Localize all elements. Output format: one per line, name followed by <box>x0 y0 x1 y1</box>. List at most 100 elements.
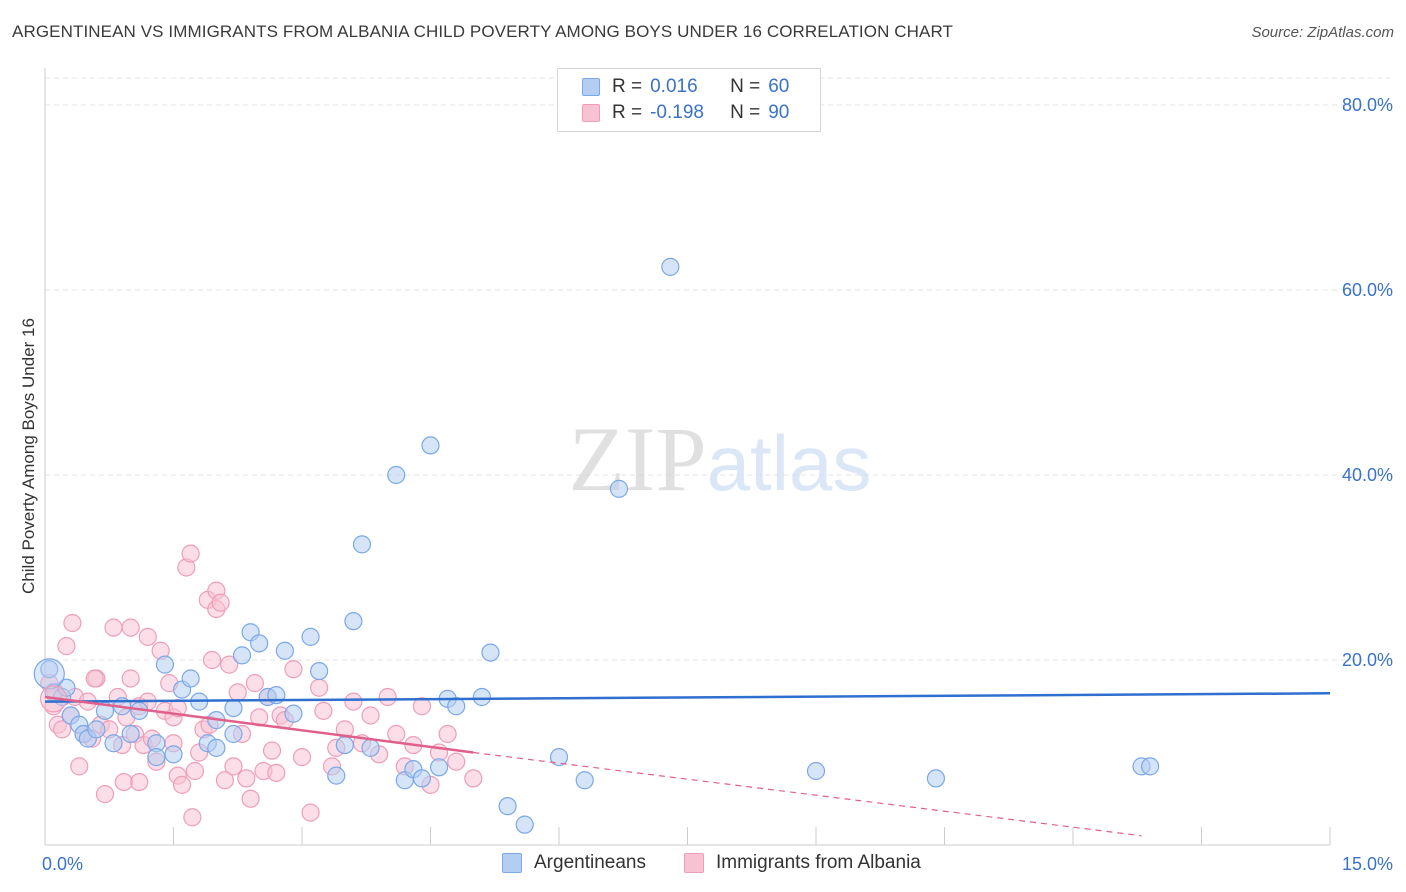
albania-point-42 <box>185 761 205 781</box>
argentinean-point-33 <box>301 627 320 646</box>
albania-point-20 <box>114 772 133 792</box>
argentinean-point-49 <box>481 643 500 662</box>
argentinean-point-34 <box>310 661 329 681</box>
legend-swatch-argentineans <box>582 78 600 96</box>
albania-point-47 <box>202 650 222 670</box>
argentinean-point-57 <box>926 769 946 788</box>
argentinean-trend-line <box>44 692 1331 703</box>
albania-point-62 <box>262 741 282 760</box>
argentinean-point-cluster <box>33 658 65 690</box>
argentinean-point-35 <box>327 766 346 785</box>
chart-title: ARGENTINEAN VS IMMIGRANTS FROM ALBANIA C… <box>12 22 954 41</box>
chart-source: Source: ZipAtlas.com <box>1251 24 1394 41</box>
albania-point-51 <box>215 771 234 790</box>
albania-point-23 <box>121 669 140 688</box>
argentinean-point-28 <box>250 634 269 653</box>
albania-point-76 <box>361 706 380 725</box>
argentinean-point-36 <box>335 735 354 755</box>
albania-point-25 <box>130 772 149 792</box>
albania-point-70 <box>314 701 333 720</box>
albania-point-85 <box>438 724 457 744</box>
legend-row-argentineans: R = 0.016 N = 60 <box>582 75 789 99</box>
watermark-zip: ZIP <box>569 408 707 510</box>
albania-point-28 <box>138 627 157 646</box>
argentinean-point-51 <box>515 815 534 834</box>
argentinean-point-56 <box>806 761 826 781</box>
argentinean-point-52 <box>549 748 569 767</box>
trend-lines <box>44 692 1331 837</box>
y-tick-label-2: 60.0% <box>1342 280 1393 300</box>
stats-legend: R = 0.016 N = 60 R = -0.198 N = 90 <box>557 68 821 132</box>
argentinean-point-37 <box>344 612 363 631</box>
albania-point-50 <box>211 593 230 612</box>
argentinean-point-43 <box>412 769 432 788</box>
argentinean-point-48 <box>472 687 491 707</box>
argentinean-point-55 <box>661 257 680 276</box>
albania-point-67 <box>292 748 312 767</box>
albania-point-15 <box>95 785 115 804</box>
argentinean-point-47 <box>447 697 466 716</box>
legend-n-label: N = <box>730 76 761 97</box>
argentinean-point-39 <box>361 738 380 757</box>
argentinean-point-26 <box>232 646 252 665</box>
albania-point-54 <box>228 683 247 702</box>
legend-item-albania[interactable]: Immigrants from Albania <box>684 852 921 874</box>
legend-r-label: R = <box>612 76 643 97</box>
argentinean-point-25 <box>224 724 243 744</box>
argentinean-point-44 <box>421 436 440 455</box>
albania-point-58 <box>245 674 264 693</box>
y-tick-label-0: 20.0% <box>1342 650 1393 670</box>
argentinean-point-45 <box>429 758 449 777</box>
albania-point-89 <box>85 669 104 688</box>
tick-labels: 20.0% 40.0% 60.0% 80.0% 0.0% 15.0% <box>42 95 1393 874</box>
albania-trend-line <box>44 695 474 754</box>
albania-point-63 <box>267 763 286 782</box>
albania-point-7 <box>63 613 82 633</box>
argentinean-point-31 <box>275 641 294 660</box>
watermark-atlas: atlas <box>707 419 872 507</box>
albania-point-82 <box>412 697 432 716</box>
argentinean-point-15 <box>147 748 166 767</box>
legend-label-albania: Immigrants from Albania <box>716 852 921 873</box>
argentinean-point-22 <box>207 738 226 757</box>
data-points <box>33 257 1160 834</box>
grid-lines <box>45 77 1392 661</box>
albania-point-38 <box>172 775 192 794</box>
argentinean-point-32 <box>284 704 303 723</box>
albania-point-57 <box>241 789 260 808</box>
albania-point-78 <box>378 687 397 707</box>
legend-r-label: R = <box>612 102 643 123</box>
albania-point-56 <box>237 769 256 788</box>
legend-n-value: 60 <box>768 76 790 97</box>
argentinean-point-8 <box>87 720 106 739</box>
albania-point-86 <box>447 752 466 771</box>
albania-point-66 <box>284 660 303 679</box>
x-tick-label-1: 15.0% <box>1342 854 1393 874</box>
albania-point-53 <box>224 757 243 776</box>
legend-r-value: 0.016 <box>650 76 698 97</box>
argentinean-point-0 <box>40 660 59 679</box>
legend-row-albania: R = -0.198 N = 90 <box>582 101 789 125</box>
albania-point-5 <box>57 637 76 656</box>
argentinean-point-54 <box>609 479 629 498</box>
albania-point-79 <box>387 724 406 744</box>
albania-point-4 <box>53 720 72 739</box>
legend-swatch-albania <box>684 853 704 873</box>
albania-point-9 <box>70 757 89 776</box>
albania-point-52 <box>220 655 239 674</box>
legend-n-label: N = <box>730 102 761 123</box>
argentinean-point-16 <box>155 655 175 674</box>
albania-trend-line-dashed <box>473 751 1142 837</box>
axes <box>44 68 1331 846</box>
y-tick-label-3: 80.0% <box>1342 95 1393 115</box>
albania-point-74 <box>344 692 363 711</box>
albania-point-17 <box>104 618 123 637</box>
argentinean-point-19 <box>181 669 200 688</box>
legend-item-argentineans[interactable]: Argentineans <box>502 852 646 874</box>
argentinean-point-12 <box>121 724 140 744</box>
y-tick-label-1: 40.0% <box>1342 465 1393 485</box>
series-legend: Argentineans Immigrants from Albania <box>0 850 1406 878</box>
albania-point-41 <box>183 808 202 827</box>
x-tick-label-0: 0.0% <box>42 854 83 874</box>
y-axis-label: Child Poverty Among Boys Under 16 <box>19 318 38 594</box>
